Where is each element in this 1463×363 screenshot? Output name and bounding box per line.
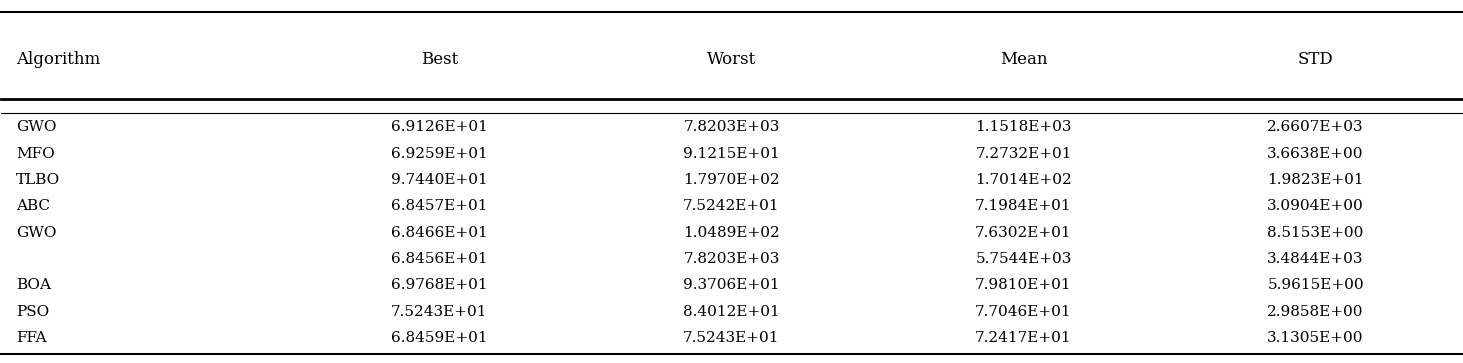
Text: Worst: Worst (707, 50, 756, 68)
Text: 7.1984E+01: 7.1984E+01 (976, 199, 1072, 213)
Text: 7.9810E+01: 7.9810E+01 (976, 278, 1072, 292)
Text: 7.8203E+03: 7.8203E+03 (683, 252, 780, 266)
Text: 3.1305E+00: 3.1305E+00 (1267, 331, 1364, 345)
Text: 6.8457E+01: 6.8457E+01 (391, 199, 487, 213)
Text: 6.9768E+01: 6.9768E+01 (391, 278, 487, 292)
Text: 1.7014E+02: 1.7014E+02 (976, 173, 1072, 187)
Text: 3.4844E+03: 3.4844E+03 (1267, 252, 1364, 266)
Text: 2.9858E+00: 2.9858E+00 (1267, 305, 1364, 319)
Text: 7.5243E+01: 7.5243E+01 (683, 331, 780, 345)
Text: 7.8203E+03: 7.8203E+03 (683, 121, 780, 134)
Text: GWO: GWO (16, 226, 57, 240)
Text: TLBO: TLBO (16, 173, 60, 187)
Text: 5.7544E+03: 5.7544E+03 (976, 252, 1072, 266)
Text: FFA: FFA (16, 331, 47, 345)
Text: 7.7046E+01: 7.7046E+01 (976, 305, 1072, 319)
Text: 7.5242E+01: 7.5242E+01 (683, 199, 780, 213)
Text: 8.4012E+01: 8.4012E+01 (683, 305, 780, 319)
Text: 9.7440E+01: 9.7440E+01 (391, 173, 487, 187)
Text: 1.0489E+02: 1.0489E+02 (683, 226, 780, 240)
Text: 2.6607E+03: 2.6607E+03 (1267, 121, 1364, 134)
Text: 6.8466E+01: 6.8466E+01 (391, 226, 487, 240)
Text: 7.6302E+01: 7.6302E+01 (976, 226, 1072, 240)
Text: BOA: BOA (16, 278, 51, 292)
Text: 6.9126E+01: 6.9126E+01 (391, 121, 487, 134)
Text: 1.9823E+01: 1.9823E+01 (1267, 173, 1364, 187)
Text: 8.5153E+00: 8.5153E+00 (1267, 226, 1364, 240)
Text: 1.7970E+02: 1.7970E+02 (683, 173, 780, 187)
Text: 6.8456E+01: 6.8456E+01 (391, 252, 487, 266)
Text: Mean: Mean (999, 50, 1048, 68)
Text: 9.1215E+01: 9.1215E+01 (683, 147, 780, 161)
Text: STD: STD (1298, 50, 1333, 68)
Text: 3.6638E+00: 3.6638E+00 (1267, 147, 1364, 161)
Text: Best: Best (421, 50, 458, 68)
Text: 7.2732E+01: 7.2732E+01 (976, 147, 1072, 161)
Text: GWO: GWO (16, 121, 57, 134)
Text: 1.1518E+03: 1.1518E+03 (976, 121, 1072, 134)
Text: 9.3706E+01: 9.3706E+01 (683, 278, 780, 292)
Text: ABC: ABC (16, 199, 50, 213)
Text: 7.2417E+01: 7.2417E+01 (976, 331, 1072, 345)
Text: Algorithm: Algorithm (16, 50, 101, 68)
Text: MFO: MFO (16, 147, 54, 161)
Text: 7.5243E+01: 7.5243E+01 (391, 305, 487, 319)
Text: PSO: PSO (16, 305, 50, 319)
Text: 6.8459E+01: 6.8459E+01 (391, 331, 487, 345)
Text: 6.9259E+01: 6.9259E+01 (391, 147, 487, 161)
Text: 5.9615E+00: 5.9615E+00 (1267, 278, 1364, 292)
Text: 3.0904E+00: 3.0904E+00 (1267, 199, 1364, 213)
